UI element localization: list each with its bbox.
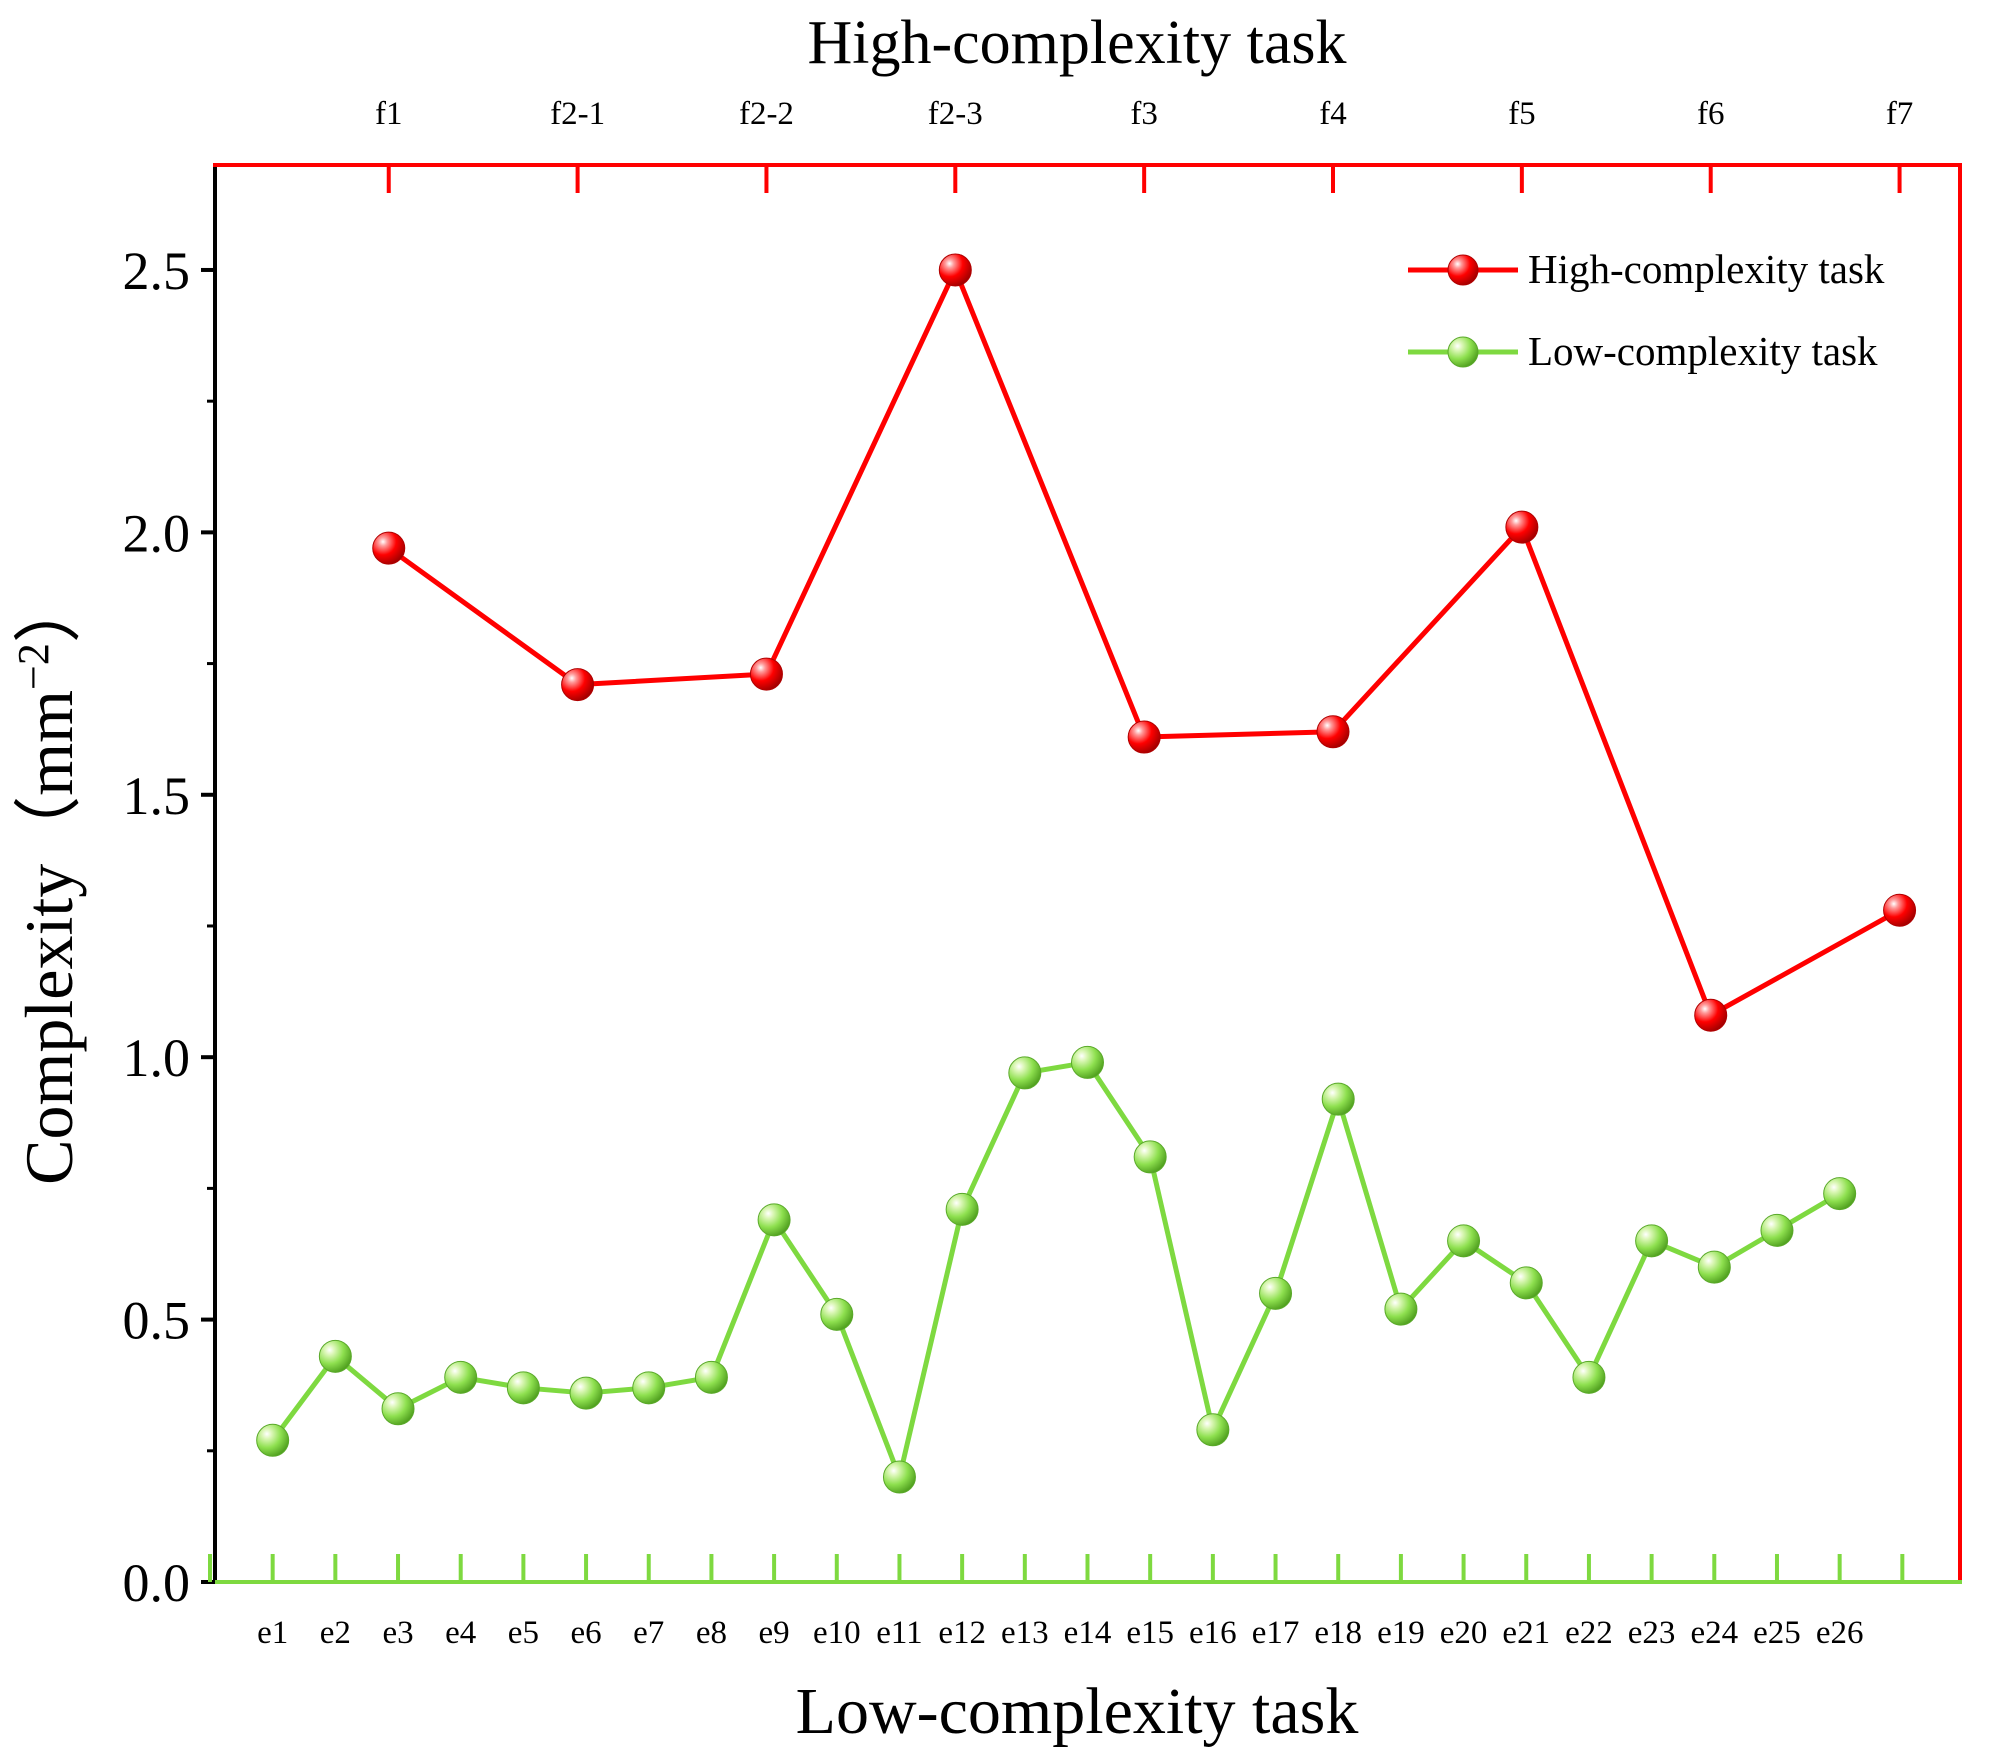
y-tick-label: 1.5 bbox=[123, 766, 191, 826]
top-tick-label: f4 bbox=[1319, 96, 1347, 132]
bottom-tick-label: e17 bbox=[1252, 1615, 1300, 1651]
top-tick-label: f2-1 bbox=[550, 96, 605, 132]
top-tick-label: f6 bbox=[1697, 96, 1725, 132]
low-complexity-point bbox=[1321, 1082, 1355, 1116]
bottom-ticks: e1 e2 e3 e4 e5 e6 e7 e8 e9 e10 e11 e12 e13 e14 e15 e16 e… bbox=[207, 1554, 1905, 1651]
y-axis-title: Complexity（mm−2） bbox=[9, 575, 87, 1185]
bottom-tick-label: e10 bbox=[813, 1615, 861, 1651]
bottom-tick-label: e14 bbox=[1064, 1615, 1112, 1651]
low-complexity-series-line bbox=[270, 1059, 1841, 1480]
top-tick-label: f3 bbox=[1130, 96, 1158, 132]
top-tick-label: f2-2 bbox=[739, 96, 794, 132]
y-tick-label: 0.5 bbox=[123, 1291, 191, 1351]
low-complexity-point bbox=[1697, 1250, 1731, 1284]
high-complexity-point bbox=[1883, 893, 1917, 927]
bottom-tick-label: e25 bbox=[1753, 1615, 1801, 1651]
low-complexity-point bbox=[1384, 1292, 1418, 1326]
bottom-tick-label: e13 bbox=[1001, 1615, 1049, 1651]
top-tick-label: f1 bbox=[375, 96, 403, 132]
high-complexity-point bbox=[1127, 720, 1161, 754]
legend: High-complexity task Low-complexity task bbox=[1408, 246, 1885, 374]
bottom-tick-label: e20 bbox=[1440, 1615, 1488, 1651]
y-axis-title-unit: mm bbox=[11, 690, 87, 796]
bottom-tick-label: e7 bbox=[633, 1615, 664, 1651]
low-complexity-point bbox=[632, 1371, 666, 1405]
bottom-tick-label: e9 bbox=[759, 1615, 790, 1651]
low-complexity-point bbox=[1447, 1224, 1481, 1258]
low-complexity-point bbox=[1760, 1213, 1794, 1247]
low-complexity-point bbox=[256, 1423, 290, 1457]
low-complexity-point bbox=[1071, 1045, 1104, 1079]
low-complexity-point bbox=[820, 1297, 854, 1331]
bottom-tick-label: e26 bbox=[1816, 1615, 1864, 1651]
y-axis-title-paren-close: ） bbox=[11, 575, 87, 643]
low-complexity-point bbox=[1823, 1177, 1857, 1211]
bottom-tick-label: e15 bbox=[1126, 1615, 1174, 1651]
bottom-tick-label: e21 bbox=[1502, 1615, 1550, 1651]
bottom-tick-label: e19 bbox=[1377, 1615, 1425, 1651]
high-complexity-point bbox=[938, 253, 972, 287]
low-complexity-point bbox=[1635, 1224, 1669, 1258]
bottom-tick-label: e22 bbox=[1565, 1615, 1613, 1651]
high-complexity-point bbox=[1316, 715, 1350, 749]
low-complexity-point bbox=[882, 1460, 916, 1494]
high-complexity-point bbox=[749, 657, 783, 691]
low-complexity-point bbox=[945, 1192, 979, 1226]
legend-label-low: Low-complexity task bbox=[1528, 328, 1878, 374]
legend-label-high: High-complexity task bbox=[1528, 246, 1885, 292]
y-tick-label: 2.0 bbox=[123, 503, 191, 563]
bottom-tick-label: e3 bbox=[382, 1615, 413, 1651]
low-complexity-point bbox=[318, 1339, 352, 1373]
low-complexity-point bbox=[1572, 1360, 1606, 1394]
bottom-tick-label: e11 bbox=[876, 1615, 922, 1651]
series-layer bbox=[256, 253, 1917, 1494]
bottom-tick-label: e1 bbox=[257, 1615, 288, 1651]
high-complexity-series-line bbox=[387, 267, 1901, 1018]
high-complexity-point bbox=[561, 668, 595, 702]
bottom-tick-label: e2 bbox=[320, 1615, 351, 1651]
low-complexity-point bbox=[1196, 1413, 1230, 1447]
x-axis-title: Low-complexity task bbox=[796, 1675, 1359, 1748]
y-axis-title-label: Complexity bbox=[11, 864, 87, 1185]
low-complexity-point bbox=[381, 1392, 415, 1426]
y-tick-label: 0.0 bbox=[123, 1553, 191, 1613]
low-complexity-point bbox=[569, 1376, 603, 1410]
bottom-tick-label: e6 bbox=[570, 1615, 601, 1651]
bottom-tick-label: e24 bbox=[1690, 1615, 1738, 1651]
top-tick-label: f5 bbox=[1508, 96, 1536, 132]
low-complexity-point bbox=[694, 1360, 728, 1394]
bottom-tick-label: e12 bbox=[938, 1615, 986, 1651]
bottom-tick-label: e4 bbox=[445, 1615, 476, 1651]
y-axis-title-paren-open: （ bbox=[11, 796, 87, 864]
top-tick-label: f2-3 bbox=[928, 96, 983, 132]
y-axis-title-exponent: −2 bbox=[9, 643, 58, 690]
high-complexity-point bbox=[1694, 998, 1728, 1032]
top-ticks: f1 f2-1 f2-2 f2-3 f3 f4 f5 f6 f7 bbox=[375, 96, 1913, 193]
low-complexity-point bbox=[1509, 1266, 1543, 1300]
high-complexity-point bbox=[1505, 510, 1539, 544]
top-tick-label: f7 bbox=[1886, 96, 1914, 132]
top-axis-title: High-complexity task bbox=[808, 9, 1347, 77]
low-complexity-point bbox=[1133, 1140, 1167, 1174]
bottom-tick-label: e8 bbox=[696, 1615, 727, 1651]
low-complexity-point bbox=[757, 1203, 791, 1237]
legend-marker-low bbox=[1447, 336, 1479, 368]
low-complexity-point bbox=[444, 1360, 478, 1394]
high-complexity-point bbox=[372, 531, 406, 565]
bottom-tick-label: e16 bbox=[1189, 1615, 1237, 1651]
y-tick-label: 1.0 bbox=[123, 1028, 191, 1088]
bottom-tick-label: e23 bbox=[1628, 1615, 1676, 1651]
low-complexity-point bbox=[506, 1371, 540, 1405]
bottom-tick-label: e5 bbox=[508, 1615, 539, 1651]
low-complexity-point bbox=[1008, 1056, 1042, 1090]
bottom-tick-label: e18 bbox=[1314, 1615, 1362, 1651]
y-tick-label: 2.5 bbox=[123, 241, 191, 301]
legend-marker-high bbox=[1447, 254, 1479, 286]
y-ticks: 0.0 0.5 1.0 1.5 2.0 2.5 bbox=[123, 241, 215, 1613]
low-complexity-point bbox=[1259, 1276, 1293, 1310]
